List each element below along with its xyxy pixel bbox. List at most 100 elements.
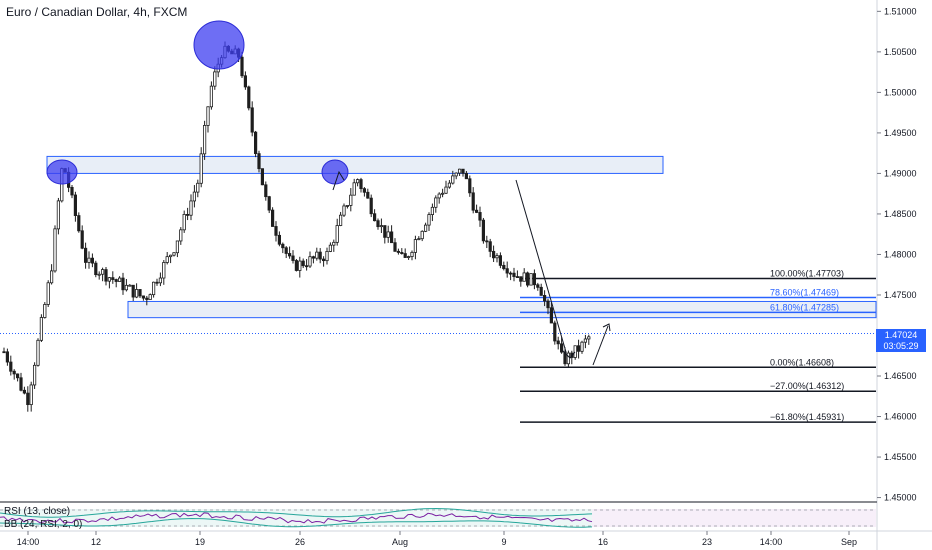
candle-body bbox=[209, 85, 213, 108]
candle-body bbox=[158, 277, 162, 284]
candle-body bbox=[396, 250, 401, 253]
candle-body bbox=[362, 188, 367, 193]
bb-lower-line bbox=[0, 517, 593, 528]
symbol-title: Euro / Canadian Dollar, 4h, FXCM bbox=[6, 5, 188, 19]
projection-arrow bbox=[592, 325, 609, 366]
price-tick-label: 1.50000 bbox=[884, 87, 917, 97]
candle-body bbox=[315, 251, 319, 259]
candle-body bbox=[308, 256, 312, 267]
candle-body bbox=[196, 182, 200, 193]
candle-body bbox=[468, 178, 472, 194]
candle-body bbox=[342, 205, 346, 216]
highlight-ellipse bbox=[46, 159, 78, 185]
candle-body bbox=[77, 215, 81, 232]
candle-body bbox=[311, 256, 316, 259]
candle-body bbox=[522, 272, 526, 282]
fib-level-label: −61.80%(1.45931) bbox=[770, 412, 844, 422]
candle-body bbox=[243, 75, 247, 88]
candle-body bbox=[33, 364, 37, 386]
candle-body bbox=[15, 373, 20, 379]
candle-body bbox=[529, 273, 533, 286]
candle-body bbox=[549, 307, 554, 324]
candle-body bbox=[73, 194, 77, 216]
rsi-legend[interactable]: RSI (13, close) bbox=[4, 506, 71, 517]
price-tick-label: 1.48500 bbox=[884, 209, 917, 219]
candle-body bbox=[495, 255, 499, 259]
candle-body bbox=[213, 71, 217, 87]
candle-body bbox=[566, 352, 571, 365]
candle-body bbox=[97, 273, 101, 276]
candle-body bbox=[253, 131, 258, 155]
time-tick-label: 16 bbox=[598, 537, 608, 547]
candle-body bbox=[291, 255, 295, 261]
time-tick-label: Aug bbox=[392, 537, 408, 547]
candle-body bbox=[179, 229, 183, 242]
candle-body bbox=[202, 125, 207, 155]
candle-body bbox=[413, 239, 418, 253]
current-price-tag: 1.47024 bbox=[876, 329, 926, 341]
candle-body bbox=[471, 192, 475, 211]
candle-body bbox=[9, 361, 13, 372]
candle-body bbox=[162, 262, 166, 279]
candle-body bbox=[508, 272, 513, 275]
candle-body bbox=[427, 214, 431, 226]
candle-body bbox=[355, 179, 360, 184]
candle-body bbox=[376, 220, 380, 228]
candle-body bbox=[192, 191, 196, 202]
candle-body bbox=[134, 289, 139, 298]
candle-body bbox=[556, 340, 560, 345]
candle-body bbox=[332, 241, 336, 246]
candle-body bbox=[148, 294, 152, 300]
candle-body bbox=[434, 197, 438, 208]
price-tick-label: 1.46500 bbox=[884, 371, 917, 381]
candle-body bbox=[318, 251, 322, 260]
time-tick-label: 19 bbox=[195, 537, 205, 547]
candle-body bbox=[29, 384, 33, 406]
candle-body bbox=[46, 282, 50, 305]
candle-body bbox=[107, 277, 111, 282]
candle-body bbox=[111, 277, 115, 280]
candle-body bbox=[138, 289, 142, 297]
price-tick-label: 1.45500 bbox=[884, 452, 917, 462]
candle-body bbox=[151, 281, 156, 296]
price-tick-label: 1.50500 bbox=[884, 47, 917, 57]
candle-body bbox=[502, 264, 506, 270]
candle-body bbox=[104, 269, 108, 282]
rsi-line bbox=[0, 512, 593, 524]
candle-body bbox=[84, 247, 88, 263]
candle-body bbox=[301, 260, 305, 267]
candle-body bbox=[423, 224, 428, 232]
candle-body bbox=[294, 260, 299, 271]
candle-body bbox=[80, 230, 84, 249]
candle-body bbox=[383, 225, 387, 238]
candle-body bbox=[539, 286, 543, 296]
candle-body bbox=[87, 257, 91, 263]
candle-body bbox=[515, 276, 520, 278]
candle-body bbox=[257, 153, 261, 170]
candle-body bbox=[386, 231, 390, 238]
candle-body bbox=[50, 270, 54, 284]
candle-body bbox=[168, 254, 173, 258]
mini-arrow bbox=[332, 170, 345, 191]
candle-body bbox=[580, 341, 584, 352]
candle-body bbox=[101, 269, 105, 275]
candle-body bbox=[393, 242, 397, 252]
candle-body bbox=[536, 284, 540, 288]
candle-body bbox=[145, 297, 149, 300]
candle-body bbox=[372, 213, 377, 222]
bb-legend[interactable]: BB (24, RSI, 2, 0) bbox=[4, 519, 83, 530]
candle-body bbox=[267, 196, 271, 211]
resistance-zone bbox=[46, 155, 664, 174]
candle-body bbox=[440, 192, 445, 195]
candle-body bbox=[410, 251, 414, 257]
candle-body bbox=[491, 250, 496, 259]
candle-body bbox=[400, 252, 404, 254]
candle-body bbox=[321, 258, 326, 262]
candle-body bbox=[583, 338, 588, 343]
candle-body bbox=[165, 256, 169, 263]
candle-body bbox=[553, 322, 557, 342]
candle-body bbox=[240, 56, 244, 77]
candle-body bbox=[488, 241, 492, 252]
